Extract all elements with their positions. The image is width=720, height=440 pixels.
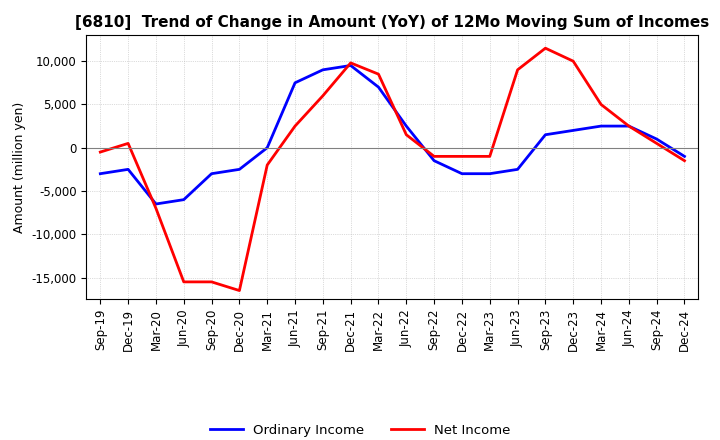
Ordinary Income — [124, 167, 132, 172]
Ordinary Income — [152, 202, 161, 207]
Net Income — [430, 154, 438, 159]
Ordinary Income — [374, 84, 383, 90]
Ordinary Income — [235, 167, 243, 172]
Ordinary Income — [569, 128, 577, 133]
Ordinary Income — [458, 171, 467, 176]
Net Income — [291, 124, 300, 129]
Ordinary Income — [402, 124, 410, 129]
Title: [6810]  Trend of Change in Amount (YoY) of 12Mo Moving Sum of Incomes: [6810] Trend of Change in Amount (YoY) o… — [76, 15, 709, 30]
Net Income — [652, 141, 661, 146]
Net Income — [179, 279, 188, 285]
Net Income — [624, 124, 633, 129]
Ordinary Income — [513, 167, 522, 172]
Net Income — [541, 46, 550, 51]
Net Income — [569, 59, 577, 64]
Ordinary Income — [96, 171, 104, 176]
Line: Net Income: Net Income — [100, 48, 685, 290]
Ordinary Income — [485, 171, 494, 176]
Ordinary Income — [680, 154, 689, 159]
Net Income — [513, 67, 522, 73]
Ordinary Income — [346, 63, 355, 68]
Ordinary Income — [652, 136, 661, 142]
Net Income — [152, 205, 161, 211]
Ordinary Income — [291, 80, 300, 85]
Y-axis label: Amount (million yen): Amount (million yen) — [13, 102, 26, 233]
Net Income — [402, 132, 410, 137]
Net Income — [485, 154, 494, 159]
Ordinary Income — [207, 171, 216, 176]
Ordinary Income — [263, 145, 271, 150]
Net Income — [597, 102, 606, 107]
Ordinary Income — [430, 158, 438, 163]
Legend: Ordinary Income, Net Income: Ordinary Income, Net Income — [204, 418, 516, 440]
Net Income — [207, 279, 216, 285]
Net Income — [346, 60, 355, 66]
Ordinary Income — [541, 132, 550, 137]
Ordinary Income — [624, 124, 633, 129]
Ordinary Income — [179, 197, 188, 202]
Net Income — [374, 72, 383, 77]
Net Income — [263, 162, 271, 168]
Line: Ordinary Income: Ordinary Income — [100, 66, 685, 204]
Ordinary Income — [597, 124, 606, 129]
Net Income — [458, 154, 467, 159]
Ordinary Income — [318, 67, 327, 73]
Net Income — [318, 93, 327, 99]
Net Income — [680, 158, 689, 163]
Net Income — [96, 150, 104, 155]
Net Income — [235, 288, 243, 293]
Net Income — [124, 141, 132, 146]
